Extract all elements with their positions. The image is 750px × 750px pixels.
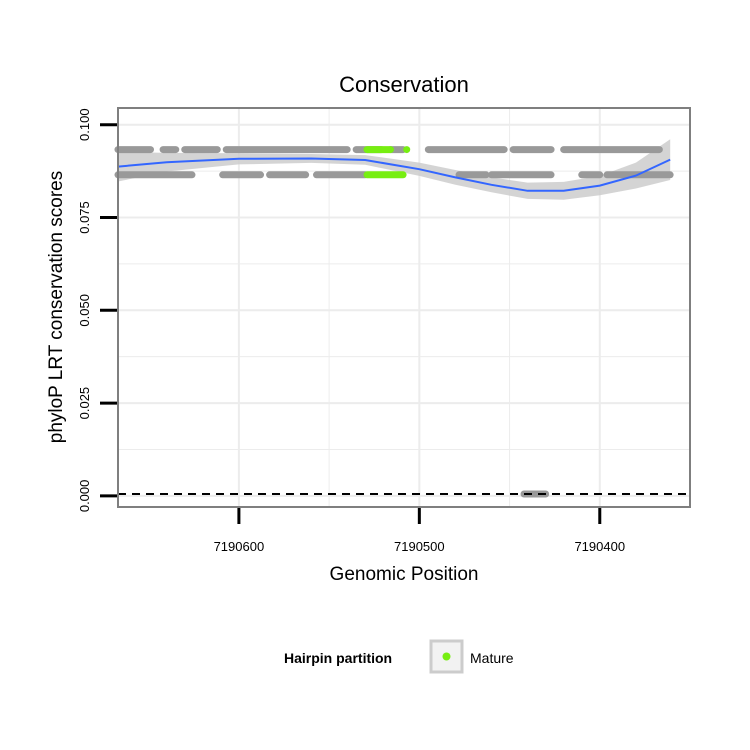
y-tick-label: 0.000 <box>77 480 92 513</box>
x-tick-label: 7190500 <box>394 539 445 554</box>
y-tick-label: 0.075 <box>77 201 92 234</box>
x-axis-title: Genomic Position <box>330 564 479 585</box>
legend: Hairpin partition Mature <box>284 639 514 674</box>
chart-title: Conservation <box>339 72 469 97</box>
y-axis-title: phyloP LRT conservation scores <box>46 171 67 444</box>
legend-key-mature-point <box>442 652 451 661</box>
legend-title: Hairpin partition <box>284 650 392 666</box>
y-tick-label: 0.050 <box>77 294 92 327</box>
axes: 0.000 0.025 0.050 0.075 0.100 7190600 7190500 7… <box>77 107 691 554</box>
plot-frame <box>117 107 691 508</box>
x-tick-label: 7190400 <box>574 539 625 554</box>
plot-area <box>114 108 690 507</box>
y-tick-label: 0.100 <box>77 108 92 141</box>
smooth-confidence-band <box>118 139 671 200</box>
y-tick-label: 0.025 <box>77 387 92 420</box>
legend-label-mature: Mature <box>470 650 514 666</box>
smooth-line <box>117 157 671 192</box>
x-tick-label: 7190600 <box>214 539 265 554</box>
